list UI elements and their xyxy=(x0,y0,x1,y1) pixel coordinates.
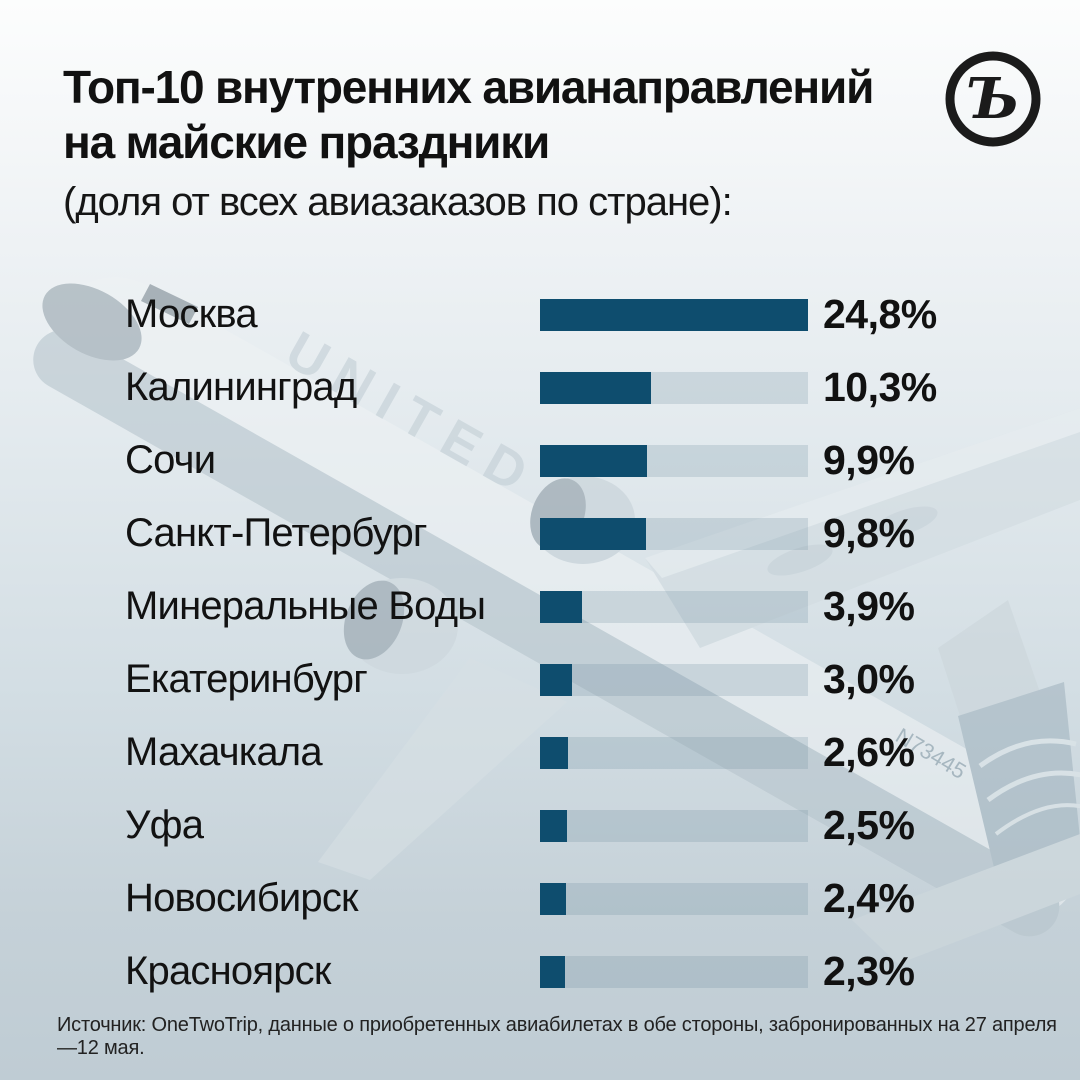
bar-track xyxy=(540,517,808,550)
bar-track xyxy=(540,371,808,404)
bar-fill xyxy=(540,663,573,696)
row-value: 24,8% xyxy=(823,291,937,337)
bar-track xyxy=(540,809,808,842)
chart-row: Екатеринбург 3,0% xyxy=(0,643,1080,716)
row-label: Калининград xyxy=(125,365,357,409)
chart-row: Сочи 9,9% xyxy=(0,424,1080,497)
bar-fill xyxy=(540,517,646,550)
row-value: 10,3% xyxy=(823,364,937,410)
row-label: Новосибирск xyxy=(125,876,359,920)
bar-fill xyxy=(540,298,808,331)
page-subtitle: (доля от всех авиазаказов по стране): xyxy=(63,180,733,225)
bar-track xyxy=(540,444,808,477)
row-value: 2,3% xyxy=(823,948,915,994)
source-note: Источник: OneTwoTrip, данные о приобрете… xyxy=(57,1014,1057,1059)
bar-fill xyxy=(540,590,583,623)
bar-track xyxy=(540,955,808,988)
row-label: Санкт-Петербург xyxy=(125,511,428,555)
chart-row: Санкт-Петербург 9,8% xyxy=(0,497,1080,570)
row-value: 9,9% xyxy=(823,437,915,483)
chart-row: Москва 24,8% xyxy=(0,278,1080,351)
bar-track xyxy=(540,882,808,915)
row-label: Красноярск xyxy=(125,949,331,993)
logo-glyph: Ъ xyxy=(966,66,1020,132)
bar-fill xyxy=(540,371,652,404)
page-title: Топ-10 внутренних авианаправлений на май… xyxy=(63,60,874,170)
chart-row: Калининград 10,3% xyxy=(0,351,1080,424)
row-value: 3,9% xyxy=(823,583,915,629)
chart-row: Махачкала 2,6% xyxy=(0,716,1080,789)
logo-ring xyxy=(945,51,1041,147)
bar-fill xyxy=(540,444,647,477)
chart-row: Красноярск 2,3% xyxy=(0,935,1080,1008)
title-line-1: Топ-10 внутренних авианаправлений xyxy=(63,61,874,113)
bar-fill xyxy=(540,882,566,915)
row-value: 2,4% xyxy=(823,875,915,921)
row-label: Сочи xyxy=(125,438,216,482)
row-label: Махачкала xyxy=(125,730,323,774)
row-label: Минеральные Воды xyxy=(125,584,486,628)
row-label: Москва xyxy=(125,292,258,336)
kommersant-logo: Ъ xyxy=(945,51,1041,147)
row-value: 3,0% xyxy=(823,656,915,702)
row-value: 2,6% xyxy=(823,729,915,775)
chart-row: Минеральные Воды 3,9% xyxy=(0,570,1080,643)
chart-row: Уфа 2,5% xyxy=(0,789,1080,862)
bar-track xyxy=(540,298,808,331)
bar-track xyxy=(540,736,808,769)
row-value: 2,5% xyxy=(823,802,915,848)
bar-fill xyxy=(540,736,569,769)
bar-fill xyxy=(540,809,568,842)
chart-row: Новосибирск 2,4% xyxy=(0,862,1080,935)
chart-rows: Москва 24,8% Калининград 10,3% Сочи 9,9%… xyxy=(0,278,1080,1008)
row-label: Уфа xyxy=(125,803,204,847)
header: Топ-10 внутренних авианаправлений на май… xyxy=(63,60,874,225)
row-value: 9,8% xyxy=(823,510,915,556)
bar-fill xyxy=(540,955,565,988)
title-line-2: на майские праздники xyxy=(63,116,550,169)
row-label: Екатеринбург xyxy=(125,657,368,701)
bar-track xyxy=(540,663,808,696)
bar-track xyxy=(540,590,808,623)
